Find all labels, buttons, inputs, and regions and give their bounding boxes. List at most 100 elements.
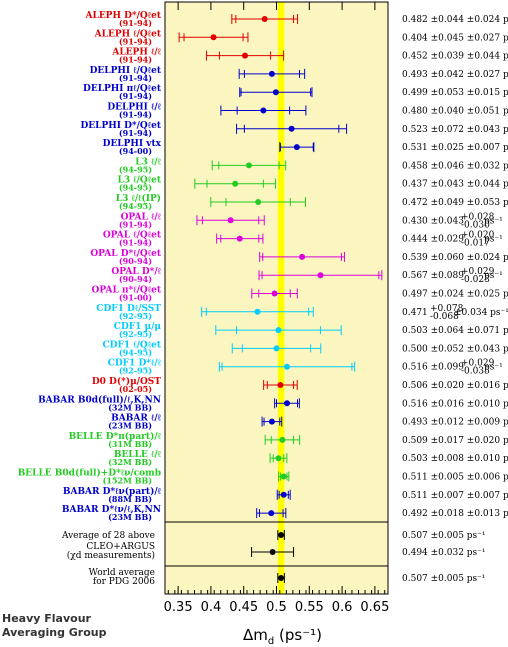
measurement-period: (94-95) bbox=[119, 183, 152, 193]
measurement-value: 0.497 ±0.024 ±0.025 ps⁻¹ bbox=[402, 290, 508, 300]
measurement-period: (94-95) bbox=[119, 164, 152, 174]
x-tick-label: 0.65 bbox=[360, 600, 389, 615]
measurement-period: (88M BB) bbox=[108, 494, 152, 504]
summary-value: 0.507 ±0.005 ps⁻¹ bbox=[402, 531, 486, 541]
measurement-label: BABAR D*ℓν(part)/ℓ bbox=[63, 486, 162, 497]
central-value-marker bbox=[227, 217, 234, 224]
syst-upper: +0.028 bbox=[461, 212, 495, 222]
measurement-period: (23M BB) bbox=[108, 512, 152, 522]
measurement-row: L3 ℓ/Qℓet(94-95) 0.437 ±0.043 ±0.044 ps⁻¹ bbox=[118, 176, 508, 193]
measurement-label: ALEPH D*/Qℓet bbox=[85, 11, 162, 21]
central-value-marker bbox=[210, 34, 217, 41]
stat-lower: -0.068 bbox=[430, 312, 459, 322]
measurement-value: 0.444 ±0.029 bbox=[402, 235, 464, 245]
syst-upper: +0.029 bbox=[461, 267, 495, 277]
measurement-label: CDF1 ℓ/Qℓet bbox=[102, 340, 161, 350]
central-value-marker bbox=[275, 455, 282, 462]
measurement-unit: ps⁻¹ bbox=[484, 363, 503, 373]
measurement-label: OPAL ℓ/Qℓet bbox=[103, 231, 162, 241]
measurement-label: L3 ℓ/Qℓet bbox=[118, 176, 162, 186]
summary-row: CLEO+ARGUS(χd measurements) 0.494 ±0.032 … bbox=[67, 542, 486, 561]
credit-line-2: Averaging Group bbox=[2, 626, 107, 639]
central-value-marker bbox=[280, 491, 287, 498]
x-tick-label: 0.45 bbox=[229, 600, 258, 615]
summary-label: World average bbox=[89, 568, 155, 578]
measurement-row: BELLE D*π(part)/ℓ(31M BB) 0.509 ±0.017 ±0… bbox=[69, 431, 508, 449]
measurement-label: ALEPH ℓ/Qℓet bbox=[94, 29, 162, 39]
measurement-label: OPAL D*ℓ/Qℓet bbox=[90, 249, 162, 259]
measurement-period: (90-94) bbox=[119, 274, 152, 284]
central-value-marker bbox=[232, 180, 239, 187]
central-value-marker bbox=[288, 125, 295, 132]
measurement-value: 0.531 ±0.025 ±0.007 ps⁻¹ bbox=[402, 143, 508, 153]
measurement-row: BABAR B0d(full)/ℓ,K,NN(32M BB) 0.516 ±0.0… bbox=[38, 394, 508, 412]
central-value-marker bbox=[268, 70, 275, 77]
summary-value: 0.494 ±0.032 ps⁻¹ bbox=[402, 548, 486, 558]
measurement-label: OPAL D*/ℓ bbox=[111, 267, 161, 277]
summary-marker bbox=[278, 575, 285, 581]
measurement-value: 0.511 ±0.007 ±0.007 ps⁻¹ bbox=[402, 491, 508, 501]
measurement-period: (152M BB) bbox=[103, 476, 153, 486]
measurement-value: 0.500 ±0.052 ±0.043 ps⁻¹ bbox=[402, 344, 508, 354]
measurement-label: DELPHI vtx bbox=[103, 139, 162, 149]
measurement-value: 0.480 ±0.040 ±0.051 ps⁻¹ bbox=[402, 107, 508, 117]
measurement-row: BELLE B0d(full)+D*ℓν/comb(152M BB) 0.511 … bbox=[18, 468, 508, 486]
measurement-value: 0.509 ±0.017 ±0.020 ps⁻¹ bbox=[402, 436, 508, 446]
central-value-marker bbox=[283, 363, 290, 370]
summary-row: Average of 28 above 0.507 ±0.005 ps⁻¹ bbox=[61, 530, 486, 541]
central-value-marker bbox=[279, 436, 286, 443]
measurement-value: 0.516 ±0.099 bbox=[402, 363, 464, 373]
measurement-row: OPAL D*/ℓ(90-94) 0.567 ±0.089+0.029-0.023… bbox=[111, 267, 502, 285]
summary-value: 0.507 ±0.005 ps⁻¹ bbox=[402, 574, 486, 584]
measurement-row: BABAR D*ℓν(part)/ℓ(88M BB) 0.511 ±0.007 ±… bbox=[63, 486, 508, 504]
measurement-period: (91-94) bbox=[119, 73, 152, 83]
average-band bbox=[277, 2, 285, 594]
central-value-marker bbox=[317, 272, 324, 279]
measurement-value: 0.404 ±0.045 ±0.027 ps⁻¹ bbox=[402, 33, 508, 43]
measurement-value: 0.437 ±0.043 ±0.044 ps⁻¹ bbox=[402, 180, 508, 190]
measurement-period: (91-94) bbox=[119, 238, 152, 248]
summary-rows: Average of 28 above 0.507 ±0.005 ps⁻¹CLEO… bbox=[61, 521, 486, 587]
measurement-value: 0.458 ±0.046 ±0.032 ps⁻¹ bbox=[402, 161, 508, 171]
measurement-label: OPAL π*ℓ/Qℓet bbox=[92, 286, 162, 296]
measurement-value: 0.503 ±0.008 ±0.010 ps⁻¹ bbox=[402, 454, 508, 464]
x-tick-label: 0.35 bbox=[164, 600, 193, 615]
measurement-value: 0.503 ±0.064 ±0.071 ps⁻¹ bbox=[402, 326, 508, 336]
summary-label: Average of 28 above bbox=[61, 531, 155, 541]
plot-area bbox=[165, 2, 388, 594]
central-value-marker bbox=[275, 327, 282, 334]
measurement-label: D0 D(*)μ/OST bbox=[92, 376, 161, 387]
x-axis-unit: (ps⁻¹) bbox=[279, 626, 322, 644]
syst-lower: -0.017 bbox=[461, 239, 490, 249]
summary-marker bbox=[278, 532, 285, 538]
syst-upper: +0.029 bbox=[461, 359, 495, 369]
x-axis-title: Δmd (ps⁻¹) bbox=[243, 626, 322, 647]
measurement-row: CDF1 μ/μ(92-95) 0.503 ±0.064 ±0.071 ps⁻¹ bbox=[114, 322, 508, 339]
measurement-period: (91-94) bbox=[119, 36, 152, 46]
measurement-period: (92-95) bbox=[119, 366, 152, 376]
measurement-label: BELLE ℓ/ℓ bbox=[114, 450, 162, 460]
measurement-label: DELPHI ℓ/ℓ bbox=[107, 103, 161, 113]
measurement-period: (31M BB) bbox=[108, 439, 152, 449]
measurement-value-tail: ±0.034 ps⁻¹ bbox=[454, 308, 508, 318]
measurement-row: DELPHI ℓ/Qℓet(91-94) 0.493 ±0.042 ±0.027 … bbox=[90, 66, 508, 83]
measurement-label: BELLE B0d(full)+D*ℓν/comb bbox=[18, 468, 161, 479]
measurement-value: 0.472 ±0.049 ±0.053 ps⁻¹ bbox=[402, 198, 508, 208]
measurement-period: (91-94) bbox=[119, 128, 152, 138]
measurement-value: 0.482 ±0.044 ±0.024 ps⁻¹ bbox=[402, 15, 508, 25]
measurement-row: OPAL ℓ/ℓ(91-94) 0.430 ±0.043+0.028-0.030p… bbox=[119, 212, 503, 230]
measurement-period: (91-94) bbox=[119, 18, 152, 28]
central-value-marker bbox=[242, 52, 249, 59]
measurement-period: (23M BB) bbox=[108, 421, 152, 431]
x-axis-symbol: Δm bbox=[243, 626, 268, 644]
measurement-value: 0.516 ±0.016 ±0.010 ps⁻¹ bbox=[402, 399, 508, 409]
credit-line-1: Heavy Flavour bbox=[2, 612, 91, 625]
measurement-label: ALEPH ℓ/ℓ bbox=[111, 48, 161, 58]
syst-lower: -0.035 bbox=[461, 367, 490, 377]
measurement-period: (02-05) bbox=[119, 384, 152, 394]
measurement-row: DELPHI vtx(94-00) 0.531 ±0.025 ±0.007 ps⁻… bbox=[103, 139, 508, 156]
measurement-value: 0.452 ±0.039 ±0.044 ps⁻¹ bbox=[402, 52, 508, 62]
measurement-row: CDF1 D*ℓ/ℓ(92-95) 0.516 ±0.099+0.029-0.03… bbox=[108, 359, 503, 377]
central-value-marker bbox=[299, 253, 306, 260]
measurement-period: (91-94) bbox=[119, 110, 152, 120]
